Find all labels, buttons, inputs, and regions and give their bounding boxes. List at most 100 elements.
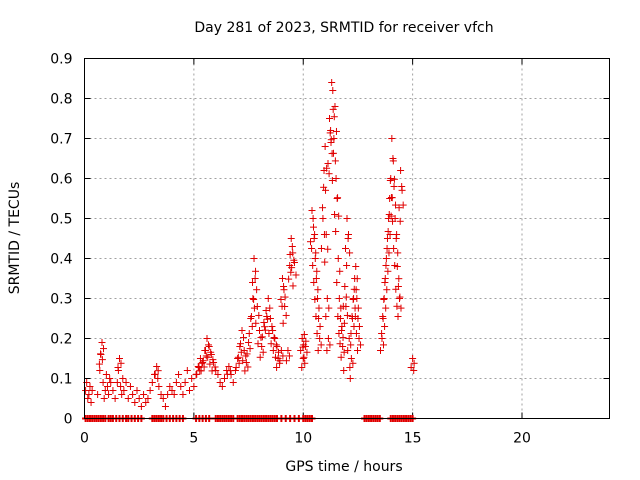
data-point [267,340,275,348]
data-point [98,339,106,346]
data-point [216,379,224,386]
data-point [209,356,217,364]
data-point [310,279,318,286]
data-point [103,383,111,390]
data-point [323,347,331,354]
data-point [322,313,330,320]
data-point [181,379,189,386]
data-point [276,357,284,365]
data-point [287,268,295,276]
data-point [299,355,307,362]
data-point [329,87,337,94]
data-point [234,355,242,362]
chart-title: Day 281 of 2023, SRMTID for receiver vfc… [194,20,493,36]
data-point [394,313,402,320]
data-point [315,304,323,312]
data-point [380,341,387,349]
data-point [387,194,395,201]
data-point [329,149,337,157]
data-point [307,238,314,246]
data-point [154,375,162,382]
data-point [334,255,342,262]
data-point [239,357,247,365]
data-point [256,327,263,334]
data-point [380,296,388,303]
data-point [113,379,121,386]
data-point [194,363,202,370]
data-point [262,307,270,314]
data-point [314,286,322,294]
data-point [266,304,274,312]
data-point [151,370,159,378]
data-point [237,348,245,356]
data-point [272,341,280,349]
data-point [252,319,260,327]
data-point [386,177,394,184]
data-point [117,359,125,367]
data-point [286,262,294,269]
data-point [322,231,330,238]
data-point [253,286,261,294]
data-point [277,347,285,354]
data-point [383,235,391,242]
data-point [347,355,355,362]
data-point [281,293,289,301]
data-point [161,403,169,410]
data-point [316,323,324,330]
data-point [159,395,167,402]
data-point [383,245,391,252]
data-point [326,341,334,349]
data-point [309,262,317,269]
data-point [204,353,212,361]
data-point [395,204,403,212]
data-point [135,395,143,402]
data-point [343,215,351,222]
data-point [205,341,212,349]
data-point [265,330,273,337]
data-markers [82,79,418,422]
data-point [393,302,401,310]
data-point [331,157,339,165]
y-tick-label: 0.5 [50,212,72,228]
data-point [170,391,178,398]
data-point [258,343,266,350]
data-point [179,391,187,398]
data-point [395,275,403,283]
data-point [320,183,328,191]
data-point [321,143,329,150]
data-point [354,304,362,312]
data-point [231,367,239,374]
data-point [203,335,211,342]
data-point [284,347,292,354]
data-point [279,319,287,327]
x-tick-label: 0 [80,431,89,447]
data-point [324,335,332,342]
data-point [240,334,247,342]
data-point [289,249,297,257]
data-point [282,311,290,319]
data-point [390,245,398,252]
data-point [166,383,174,390]
data-point [277,296,285,303]
tick-labels: 0 0.1 0.2 0.3 0.4 0.5 0.6 0.7 0.8 0.9 0 5 10 15 20 [50,52,531,447]
data-point [392,201,400,209]
data-point [97,350,104,358]
data-point [111,395,119,402]
data-point [172,379,180,386]
data-point [342,293,350,301]
data-point [257,334,265,342]
data-point [266,315,274,322]
data-point [273,343,281,350]
data-point [303,348,311,356]
data-point [335,212,343,220]
data-point [261,326,269,334]
data-point [324,160,332,167]
x-tick-label: 15 [404,431,422,447]
data-point [84,395,92,402]
data-point [379,313,387,320]
data-point [342,303,350,310]
data-point [383,286,391,294]
data-point [146,387,154,394]
data-point [254,340,262,348]
data-point [153,363,161,370]
